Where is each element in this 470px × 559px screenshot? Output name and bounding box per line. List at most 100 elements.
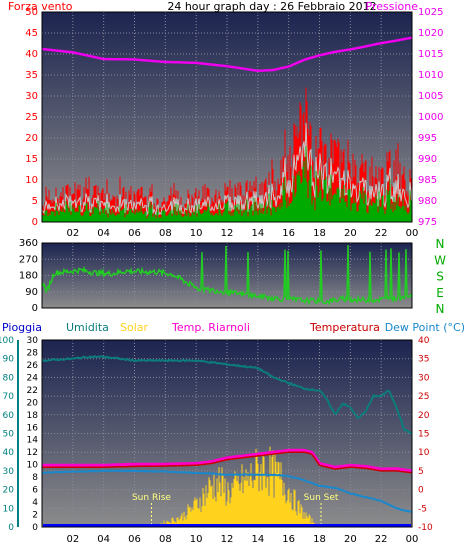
legend-temperatura: Temperatura (309, 321, 380, 334)
x-tick-label: 10 (190, 228, 203, 239)
humidity-tick-label: 80 (3, 373, 15, 383)
chart-title: 24 hour graph day : 26 Febbraio 2012 (167, 0, 376, 13)
humidity-tick-label: 40 (3, 448, 15, 458)
temperature-tick-label: 15 (418, 430, 429, 440)
x-tick-label: 08 (159, 534, 172, 545)
wind-direction-series (41, 245, 413, 306)
pressure-tick-label: 1020 (418, 28, 443, 39)
x-tick-label: 16 (282, 534, 295, 545)
x-tick-label: 18 (313, 228, 326, 239)
rain-tick-label: 24 (27, 373, 39, 383)
humidity-axis-ticks: 0 10 20 30 40 50 60 70 80 90 100 (0, 336, 19, 533)
x-tick-label: 22 (375, 228, 388, 239)
rain-tick-label: 4 (32, 498, 38, 508)
pressure-tick-label: 975 (418, 217, 437, 228)
temperature-tick-label: 25 (418, 392, 429, 402)
legend-solar: Solar (120, 321, 149, 334)
wind-tick-label: 5 (32, 196, 38, 207)
rain-tick-label: 28 (27, 348, 39, 358)
temperature-series (42, 451, 413, 474)
direction-tick-label: 270 (19, 254, 38, 265)
legend-umidita: Umidita (66, 321, 109, 334)
direction-tick-label: 0 (32, 303, 38, 314)
wind-axis-ticks: 0 5 10 15 20 25 30 35 40 45 50 (25, 7, 38, 228)
x-tick-label: 04 (97, 228, 110, 239)
humidity-tick-label: 60 (3, 411, 15, 421)
x-tick-label: 08 (159, 228, 172, 239)
pressure-tick-label: 985 (418, 175, 437, 186)
rain-tick-label: 22 (27, 386, 38, 396)
temp-riarnoli-series (42, 448, 413, 473)
wind-tick-label: 0 (32, 217, 38, 228)
humidity-tick-label: 30 (3, 467, 15, 477)
wind-tick-label: 35 (25, 70, 38, 81)
humidity-tick-label: 50 (3, 430, 15, 440)
compass-label: W (434, 253, 446, 267)
wind-tick-label: 40 (25, 49, 38, 60)
compass-label: N (436, 302, 445, 316)
x-tick-label: 06 (128, 228, 141, 239)
humidity-tick-label: 0 (8, 523, 14, 533)
rain-tick-label: 18 (27, 411, 39, 421)
x-tick-label: 04 (97, 534, 110, 545)
humidity-tick-label: 10 (3, 504, 15, 514)
dew-point-series (41, 469, 413, 513)
temperature-tick-label: 0 (418, 486, 424, 496)
rain-tick-label: 12 (27, 448, 38, 458)
x-tick-label: 10 (190, 534, 203, 545)
rain-tick-label: 26 (27, 361, 39, 371)
wind-mid-series (41, 122, 413, 217)
humidity-series (41, 355, 413, 435)
x-tick-label: 06 (128, 534, 141, 545)
rain-tick-label: 8 (32, 473, 38, 483)
legend-pioggia: Pioggia (2, 321, 42, 334)
wind-tick-label: 50 (25, 7, 38, 18)
humidity-tick-label: 20 (3, 486, 15, 496)
pressure-tick-label: 1015 (418, 49, 443, 60)
x-tick-label: 12 (221, 228, 234, 239)
temperature-tick-label: 30 (418, 373, 430, 383)
x-tick-label: 00 (406, 534, 419, 545)
temperature-tick-label: -10 (418, 523, 433, 533)
direction-tick-label: 360 (19, 238, 38, 249)
wind-tick-label: 10 (25, 175, 38, 186)
direction-tick-label: 90 (25, 287, 38, 298)
direction-tick-label: 180 (19, 271, 38, 282)
pressure-tick-label: 1000 (418, 112, 443, 123)
temperature-axis-ticks: -10 -5 0 5 10 15 20 25 30 35 40 (418, 336, 433, 533)
humidity-tick-label: 90 (3, 355, 15, 365)
wind-tick-label: 45 (25, 28, 38, 39)
wind-tick-label: 25 (25, 112, 38, 123)
x-tick-label: 14 (251, 534, 264, 545)
x-tick-label: 22 (375, 534, 388, 545)
pressure-tick-label: 1025 (418, 7, 443, 18)
sun-set-label: Sun Set (304, 493, 339, 503)
wind-direction-frame (41, 242, 413, 309)
pressure-tick-label: 980 (418, 196, 437, 207)
compass-label: E (436, 286, 444, 300)
x-tick-label: 02 (66, 228, 79, 239)
wind-pressure-x-ticks: 02 04 06 08 10 12 14 16 18 20 22 00 (66, 228, 418, 239)
x-tick-label: 00 (406, 228, 419, 239)
rain-tick-label: 30 (27, 336, 39, 346)
pressure-axis-ticks: 975 980 985 990 995 1000 1005 1010 1015 1020 1025 (418, 7, 443, 228)
legend-temp-riarnoli: Temp. Riarnoli (171, 321, 250, 334)
x-tick-label: 12 (221, 534, 234, 545)
x-tick-label: 16 (282, 228, 295, 239)
rain-tick-label: 0 (32, 523, 38, 533)
rain-temp-frame (41, 339, 413, 528)
rain-tick-label: 20 (27, 398, 39, 408)
pressure-series (41, 36, 413, 73)
wind-axis-title: Forza vento (8, 0, 73, 13)
rain-temp-series: Sun Rise Sun Set (41, 355, 413, 527)
sun-rise-label: Sun Rise (132, 493, 171, 503)
humidity-tick-label: 70 (3, 392, 15, 402)
wind-direction-series (41, 245, 413, 306)
compass-label: S (436, 270, 444, 284)
